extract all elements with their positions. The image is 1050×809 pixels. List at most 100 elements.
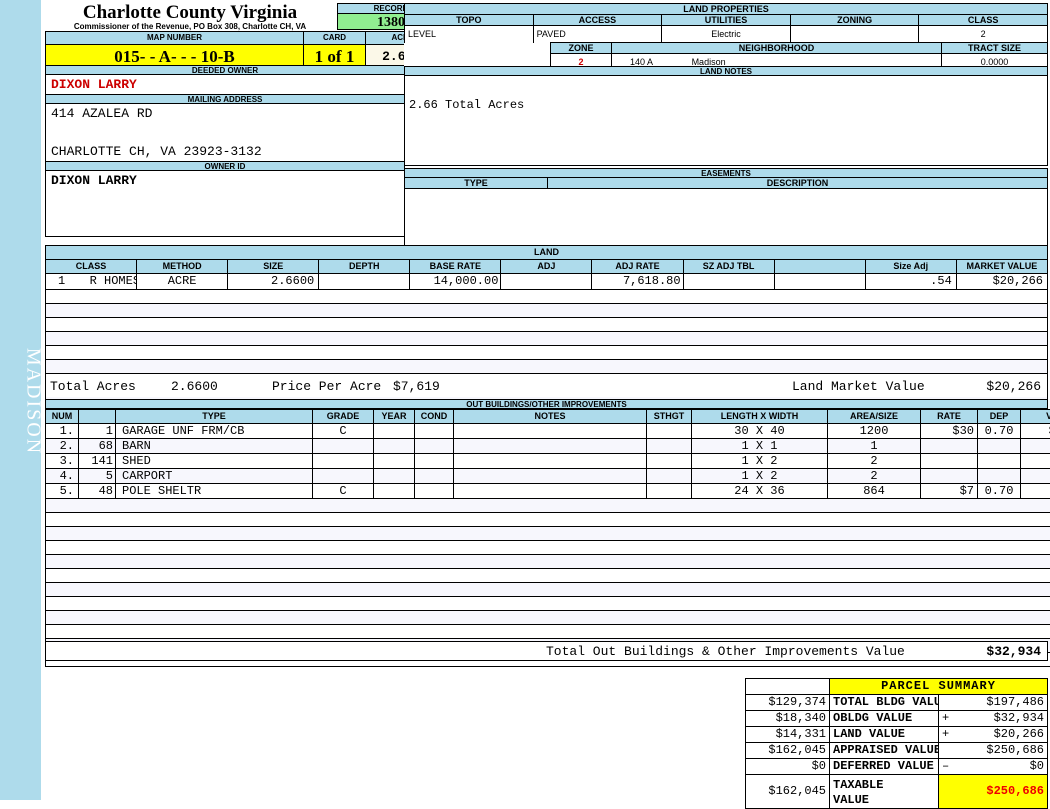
ps-value-appraised-value: $250,686 bbox=[939, 743, 1048, 759]
ob-cell-num: 3. bbox=[46, 454, 79, 469]
ob-cell-num: 5. bbox=[46, 484, 79, 499]
ob-cell-notes bbox=[454, 439, 647, 454]
ps-value-land-value: +$20,266 bbox=[939, 727, 1048, 743]
ob-cell-area: 1200 bbox=[828, 424, 921, 439]
zone-spacer bbox=[404, 43, 551, 54]
ob-empty-row bbox=[46, 569, 1050, 583]
ps-prev-taxable-value: $162,045 bbox=[746, 775, 830, 809]
class-value: 2 bbox=[919, 26, 1048, 44]
ob-cell-year bbox=[374, 454, 415, 469]
topo-value: LEVEL bbox=[405, 26, 534, 44]
ob-cell-sthgt bbox=[647, 469, 692, 484]
ob-cell-dep bbox=[978, 469, 1021, 484]
ps-amt-obldg: $32,934 bbox=[994, 711, 1044, 725]
table-row: 3. 141 SHED 1 X 2 2 $1,000 Y 100% bbox=[46, 454, 1050, 469]
land-col-depth: DEPTH bbox=[319, 260, 410, 274]
ob-cell-sthgt bbox=[647, 484, 692, 499]
ob-col-num: NUM bbox=[46, 410, 79, 424]
out-buildings-total-row: Total Out Buildings & Other Improvements… bbox=[45, 641, 1048, 661]
neighborhood-header: NEIGHBORHOOD bbox=[612, 43, 942, 54]
utilities-header: UTILITIES bbox=[662, 15, 791, 26]
ob-col-type: TYPE bbox=[116, 410, 313, 424]
ob-cell-year bbox=[374, 484, 415, 499]
ob-cell-code: 48 bbox=[79, 484, 116, 499]
ps-label-land-value: LAND VALUE bbox=[830, 727, 939, 743]
land-section-title: LAND bbox=[46, 246, 1048, 260]
page-subtitle: Commissioner of the Revenue, PO Box 308,… bbox=[45, 22, 335, 31]
ps-prev-deferred-value: $0 bbox=[746, 759, 830, 775]
ps-value-obldg-value: +$32,934 bbox=[939, 711, 1048, 727]
land-cell-base-rate: 14,000.00 bbox=[410, 274, 501, 290]
ob-cell-value: $1,000 bbox=[1021, 454, 1050, 469]
ob-empty-row bbox=[46, 541, 1050, 555]
total-acres-value: 2.6600 bbox=[171, 377, 218, 397]
ob-cell-year bbox=[374, 424, 415, 439]
out-buildings-title: OUT BUILDINGS/OTHER IMPROVEMENTS bbox=[45, 399, 1048, 409]
ob-cell-type: GARAGE UNF FRM/CB bbox=[116, 424, 313, 439]
table-row: 4. 5 CARPORT 1 X 2 2 $1,000 Y 100% bbox=[46, 469, 1050, 484]
land-empty-row bbox=[46, 346, 1048, 360]
easement-description-header: DESCRIPTION bbox=[548, 178, 1048, 189]
ob-col-value: VALUE bbox=[1021, 410, 1050, 424]
land-col-base-rate: BASE RATE bbox=[410, 260, 501, 274]
easements-section: EASEMENTS TYPE DESCRIPTION bbox=[404, 168, 1048, 250]
ob-cell-notes bbox=[454, 484, 647, 499]
property-record-card: Charlotte County Virginia Commissioner o… bbox=[41, 0, 1050, 800]
table-row: $18,340 OBLDG VALUE +$32,934 bbox=[746, 711, 1048, 727]
ob-cell-rate: $30 bbox=[921, 424, 978, 439]
ps-taxable-line1: TAXABLE bbox=[833, 778, 935, 793]
ps-sign-deferred: – bbox=[942, 759, 949, 774]
tract-size-header: TRACT SIZE bbox=[942, 43, 1048, 54]
mailing-address-label: MAILING ADDRESS bbox=[45, 94, 405, 104]
ob-cell-dep bbox=[978, 439, 1021, 454]
address-line-2 bbox=[45, 123, 405, 142]
ob-col-rate: RATE bbox=[921, 410, 978, 424]
ps-prev-appraised-value: $162,045 bbox=[746, 743, 830, 759]
ps-value-taxable-value: $250,686 bbox=[939, 775, 1048, 809]
ps-label-deferred-value: DEFERRED VALUE bbox=[830, 759, 939, 775]
ob-cell-code: 1 bbox=[79, 424, 116, 439]
ps-label-total-bldg-value: TOTAL BLDG VALUE bbox=[830, 695, 939, 711]
ob-col-dep: DEP bbox=[978, 410, 1021, 424]
table-row: $0 DEFERRED VALUE – $0 bbox=[746, 759, 1048, 775]
ob-cell-rate bbox=[921, 454, 978, 469]
card-label: CARD bbox=[304, 32, 366, 45]
land-market-value-value: $20,266 bbox=[986, 377, 1041, 397]
ps-sign-land: + bbox=[942, 727, 949, 742]
ps-amt-deferred: $0 bbox=[1030, 759, 1044, 773]
land-notes-section: LAND NOTES 2.66 Total Acres bbox=[404, 66, 1048, 166]
land-notes-title: LAND NOTES bbox=[404, 66, 1048, 76]
ob-empty-row bbox=[46, 625, 1050, 639]
left-sidebar: MADISON bbox=[0, 0, 41, 800]
ob-empty-row bbox=[46, 555, 1050, 569]
total-acres-label: Total Acres bbox=[50, 377, 136, 397]
land-cell-adj-rate: 7,618.80 bbox=[592, 274, 683, 290]
land-empty-row bbox=[46, 318, 1048, 332]
ob-cell-num: 1. bbox=[46, 424, 79, 439]
zone-header: ZONE bbox=[551, 43, 612, 54]
ob-cell-area: 864 bbox=[828, 484, 921, 499]
land-col-size-adj: Size Adj bbox=[865, 260, 956, 274]
owner-id-label: OWNER ID bbox=[45, 161, 405, 171]
land-cell-method: ACRE bbox=[137, 274, 228, 290]
land-empty-row bbox=[46, 290, 1048, 304]
ob-col-grade: GRADE bbox=[313, 410, 374, 424]
ob-cell-value: $1,000 bbox=[1021, 469, 1050, 484]
out-buildings-total-value: $32,934 bbox=[986, 642, 1041, 662]
ob-cell-lxw: 1 X 2 bbox=[692, 454, 828, 469]
ps-value-total-bldg-value: $197,486 bbox=[939, 695, 1048, 711]
land-col-sz-adj-tbl: SZ ADJ TBL bbox=[683, 260, 774, 274]
land-col-size: SIZE bbox=[228, 260, 319, 274]
ob-empty-row bbox=[46, 583, 1050, 597]
ob-cell-rate: $7 bbox=[921, 484, 978, 499]
ob-cell-notes bbox=[454, 424, 647, 439]
ob-cell-rate bbox=[921, 439, 978, 454]
ob-cell-lxw: 30 X 40 bbox=[692, 424, 828, 439]
land-empty-row bbox=[46, 332, 1048, 346]
price-per-acre-label: Price Per Acre bbox=[272, 377, 381, 397]
access-value: PAVED bbox=[533, 26, 662, 44]
ps-label-obldg-value: OBLDG VALUE bbox=[830, 711, 939, 727]
price-per-acre-value: $7,619 bbox=[393, 377, 440, 397]
ob-col-area: AREA/SIZE bbox=[828, 410, 921, 424]
map-number-label: MAP NUMBER bbox=[46, 32, 304, 45]
